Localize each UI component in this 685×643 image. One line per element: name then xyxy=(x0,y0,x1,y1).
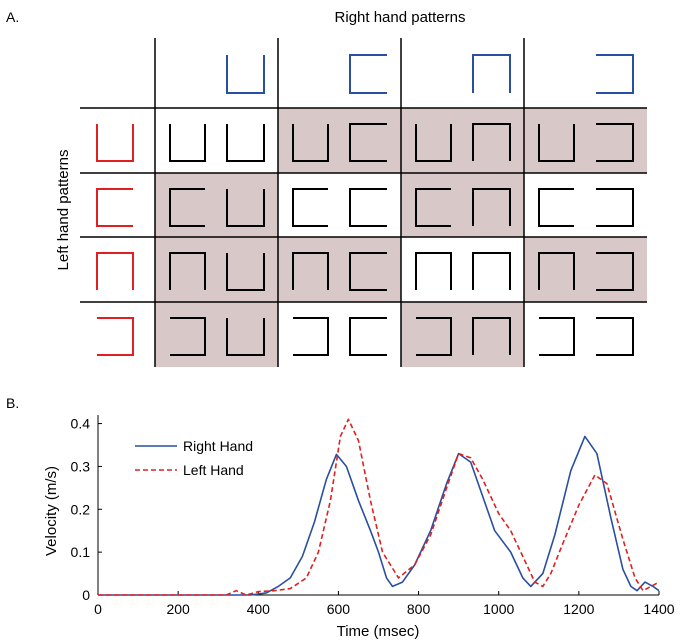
legend-label-left-hand: Left Hand xyxy=(183,462,244,478)
y-tick-label: 0 xyxy=(82,587,90,603)
pattern-glyph-C xyxy=(349,252,387,291)
x-tick-label: 600 xyxy=(327,601,351,617)
pattern-glyph-C xyxy=(349,317,387,356)
x-tick-label: 800 xyxy=(407,601,431,617)
y-tick-label: 0.1 xyxy=(71,544,91,560)
pattern-glyph-U xyxy=(226,124,265,162)
pattern-glyph-D xyxy=(596,54,634,94)
x-tick-label: 0 xyxy=(94,601,102,617)
pattern-glyph-D xyxy=(97,317,134,356)
pattern-glyph-D xyxy=(596,123,634,162)
pattern-glyph-U xyxy=(292,124,329,162)
pattern-glyph-N xyxy=(472,54,511,93)
pattern-glyph-N xyxy=(472,123,511,161)
pattern-glyph-U xyxy=(226,189,265,227)
pattern-glyph-N xyxy=(472,252,511,290)
velocity-plot: 0 200 400 600 800 1000 1200 1400 0 0.1 0.2 0.3 0.4 xyxy=(71,415,675,617)
shaded-cell xyxy=(401,302,524,367)
pattern-glyph-U xyxy=(226,55,265,94)
pattern-glyph-N xyxy=(292,252,329,290)
y-tick-label: 0.2 xyxy=(71,501,91,517)
pattern-glyph-D xyxy=(170,317,206,356)
x-tick-label: 1400 xyxy=(643,601,674,617)
shaded-cell xyxy=(155,173,278,237)
pattern-glyph-D xyxy=(539,317,575,356)
shaded-cell xyxy=(278,108,401,173)
pattern-glyph-U xyxy=(415,124,452,162)
panel-a-title: Right hand patterns xyxy=(335,9,466,26)
x-tick-label: 200 xyxy=(166,601,190,617)
pattern-glyph-N xyxy=(538,252,575,290)
row-axis-label: Left hand patterns xyxy=(55,150,72,271)
shaded-cell xyxy=(278,237,401,302)
pattern-glyph-C xyxy=(349,188,387,227)
y-tick-label: 0.3 xyxy=(71,458,91,474)
pattern-glyph-D xyxy=(596,317,634,356)
pattern-glyph-U xyxy=(226,253,265,291)
shaded-cell xyxy=(155,302,278,367)
series-line-right-hand xyxy=(98,435,660,596)
pattern-glyph-D xyxy=(596,252,634,291)
y-tick-label: 0.4 xyxy=(71,416,91,432)
pattern-glyph-N xyxy=(472,188,511,226)
y-axis-label: Velocity (m/s) xyxy=(43,466,60,556)
x-tick-label: 1000 xyxy=(483,601,514,617)
pattern-glyph-N xyxy=(169,252,206,290)
x-tick-label: 1200 xyxy=(563,601,594,617)
x-axis-label: Time (msec) xyxy=(337,623,420,640)
pattern-glyph-D xyxy=(293,317,329,356)
pattern-glyph-U xyxy=(538,124,575,162)
x-tick-label: 400 xyxy=(247,601,271,617)
pattern-grid xyxy=(80,38,647,367)
pattern-glyph-C xyxy=(169,188,205,227)
pattern-glyph-C xyxy=(349,123,387,162)
legend-label-right-hand: Right Hand xyxy=(183,438,253,454)
pattern-glyph-U xyxy=(169,124,206,162)
series-line-left-hand xyxy=(98,418,660,596)
pattern-glyph-D xyxy=(416,317,452,356)
pattern-glyph-N xyxy=(415,252,452,290)
pattern-glyph-D xyxy=(596,188,634,227)
pattern-glyph-C xyxy=(538,188,574,227)
pattern-glyph-C xyxy=(349,54,387,94)
pattern-glyph-C xyxy=(415,188,451,227)
shaded-cell xyxy=(524,237,647,302)
pattern-glyph-C xyxy=(292,188,328,227)
pattern-glyph-N xyxy=(472,317,511,355)
shaded-cell xyxy=(401,108,524,173)
shaded-cell xyxy=(524,108,647,173)
shaded-cell xyxy=(155,237,278,302)
pattern-glyph-U xyxy=(96,124,134,162)
pattern-glyph-N xyxy=(96,252,134,290)
shaded-cell xyxy=(401,173,524,237)
panel-a-label: A. xyxy=(6,9,19,25)
pattern-glyph-U xyxy=(226,318,265,356)
panel-b-label: B. xyxy=(6,395,19,411)
pattern-glyph-C xyxy=(96,188,133,227)
